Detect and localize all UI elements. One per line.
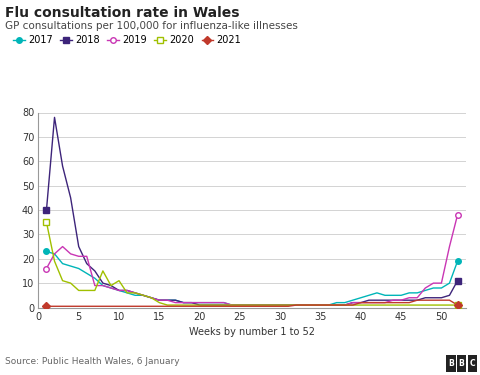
Text: B: B [448, 359, 454, 368]
X-axis label: Weeks by number 1 to 52: Weeks by number 1 to 52 [189, 327, 315, 337]
Text: GP consultations per 100,000 for influenza-like illnesses: GP consultations per 100,000 for influen… [5, 21, 298, 31]
Text: Source: Public Health Wales, 6 January: Source: Public Health Wales, 6 January [5, 357, 180, 366]
Text: C: C [469, 359, 475, 368]
Legend: 2017, 2018, 2019, 2020, 2021: 2017, 2018, 2019, 2020, 2021 [13, 36, 241, 45]
Text: B: B [459, 359, 464, 368]
Text: Flu consultation rate in Wales: Flu consultation rate in Wales [5, 6, 240, 20]
